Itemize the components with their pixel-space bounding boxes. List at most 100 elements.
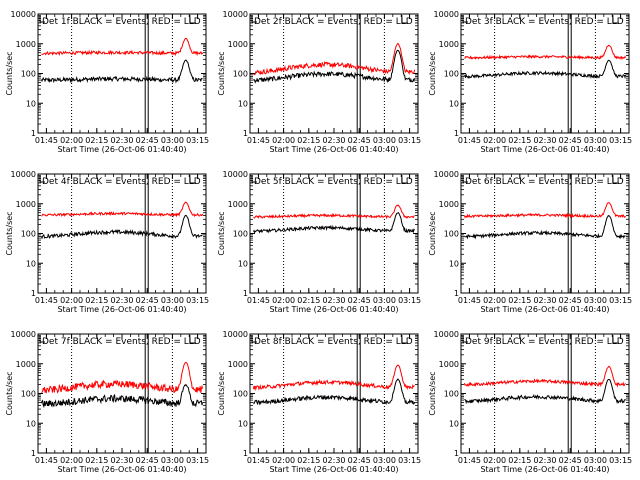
x-axis-label: Start Time (26-Oct-06 01:40:40) [57, 145, 186, 154]
x-tick-label: 02:00 [272, 136, 295, 145]
y-tick-label: 1 [243, 129, 248, 138]
y-tick-label: 10000 [11, 10, 36, 19]
chart-title: Det 7f BLACK = Events, RED = LLD [42, 337, 201, 347]
y-tick-label: 10000 [223, 170, 248, 179]
x-axis-label: Start Time (26-Oct-06 01:40:40) [480, 465, 609, 474]
chart-panel-9: Det 9f BLACK = Events, RED = LLD 1 10 100 10… [428, 330, 632, 474]
y-tick-label: 10 [26, 419, 36, 428]
start-marker [251, 16, 257, 23]
x-tick-label: 03:15 [398, 136, 421, 145]
start-marker [462, 176, 468, 183]
x-tick-label: 03:15 [398, 456, 421, 465]
y-axis-label: Counts/sec [5, 51, 14, 95]
x-tick-label: 02:00 [60, 136, 83, 145]
y-tick-label: 1 [454, 449, 459, 458]
plot-frame [249, 173, 419, 294]
flare-marker [189, 335, 196, 344]
y-tick-label: 1 [243, 449, 248, 458]
x-tick-label: 02:45 [136, 296, 159, 305]
chart-panel-7: Det 7f BLACK = Events, RED = LLD 1 10 100 10… [5, 330, 209, 474]
start-marker [462, 336, 468, 343]
start-marker [39, 176, 45, 183]
x-tick-label: 02:45 [136, 456, 159, 465]
lld-series-line [41, 37, 204, 57]
x-tick-label: 03:00 [584, 136, 607, 145]
x-tick-label: 03:15 [186, 296, 209, 305]
chart-title: Det 1f BLACK = Events, RED = LLD [42, 17, 201, 27]
y-tick-label: 100 [21, 230, 36, 239]
y-tick-label: 10000 [434, 10, 459, 19]
x-tick-label: 03:00 [373, 136, 396, 145]
x-tick-label: 03:15 [609, 136, 632, 145]
chart-panel-4: Det 4f BLACK = Events, RED = LLD 1 10 100 10… [5, 170, 209, 314]
start-marker [39, 16, 45, 23]
x-tick-label: 03:15 [609, 296, 632, 305]
lld-series-line [252, 364, 415, 392]
events-series-line [463, 59, 627, 80]
chart-title: Det 9f BLACK = Events, RED = LLD [465, 337, 624, 347]
y-tick-label: 1 [31, 449, 36, 458]
x-tick-label: 02:45 [559, 456, 582, 465]
x-tick-label: 03:15 [398, 296, 421, 305]
x-axis-label: Start Time (26-Oct-06 01:40:40) [57, 305, 186, 314]
y-tick-label: 100 [233, 390, 248, 399]
x-tick-label: 01:45 [458, 296, 481, 305]
y-tick-label: 1000 [439, 360, 459, 369]
x-tick-label: 03:00 [161, 136, 184, 145]
events-series-line [40, 214, 203, 240]
x-axis-label: Start Time (26-Oct-06 01:40:40) [269, 305, 398, 314]
flare-marker [189, 15, 196, 24]
flare-marker [612, 335, 619, 344]
y-tick-label: 1000 [16, 200, 36, 209]
x-axis-label: Start Time (26-Oct-06 01:40:40) [480, 305, 609, 314]
x-tick-label: 02:15 [85, 136, 108, 145]
events-series-line [40, 383, 204, 409]
y-tick-label: 10 [449, 99, 459, 108]
x-tick-label: 01:45 [35, 296, 58, 305]
plot-frame [249, 13, 419, 134]
y-tick-label: 10 [26, 99, 36, 108]
x-axis-label: Start Time (26-Oct-06 01:40:40) [57, 465, 186, 474]
lld-series-line [464, 44, 627, 61]
x-tick-label: 03:00 [584, 456, 607, 465]
lld-series-line [253, 204, 415, 220]
x-tick-label: 01:45 [458, 136, 481, 145]
x-tick-label: 03:00 [373, 296, 396, 305]
lld-series-line [463, 202, 627, 219]
x-tick-label: 02:15 [297, 136, 320, 145]
x-tick-label: 02:00 [272, 296, 295, 305]
events-series-line [464, 379, 626, 405]
y-tick-label: 1 [31, 129, 36, 138]
x-tick-label: 01:45 [247, 296, 270, 305]
x-tick-label: 02:00 [272, 456, 295, 465]
chart-title: Det 8f BLACK = Events, RED = LLD [254, 337, 413, 347]
flare-marker [401, 175, 408, 184]
x-tick-label: 02:30 [322, 136, 345, 145]
y-tick-label: 10 [238, 259, 248, 268]
chart-title: Det 5f BLACK = Events, RED = LLD [254, 177, 413, 187]
y-tick-label: 1000 [228, 200, 248, 209]
y-axis-label: Counts/sec [428, 211, 437, 255]
y-tick-label: 100 [444, 390, 459, 399]
y-tick-label: 100 [21, 390, 36, 399]
flare-marker [612, 175, 619, 184]
y-axis-label: Counts/sec [428, 51, 437, 95]
lld-series-line [41, 201, 204, 218]
y-tick-label: 10 [449, 259, 459, 268]
x-tick-label: 01:45 [35, 456, 58, 465]
x-tick-label: 03:00 [161, 296, 184, 305]
y-tick-label: 1000 [16, 40, 36, 49]
y-tick-label: 10000 [223, 330, 248, 339]
x-tick-label: 02:00 [483, 136, 506, 145]
y-tick-label: 10 [238, 419, 248, 428]
x-tick-label: 02:30 [533, 456, 556, 465]
x-tick-label: 02:30 [110, 456, 133, 465]
x-tick-label: 02:00 [60, 456, 83, 465]
x-tick-label: 02:30 [110, 296, 133, 305]
x-tick-label: 01:45 [247, 136, 270, 145]
chart-panel-8: Det 8f BLACK = Events, RED = LLD 1 10 100 10… [217, 330, 421, 474]
x-tick-label: 02:45 [559, 136, 582, 145]
start-marker [251, 336, 257, 343]
y-tick-label: 10000 [11, 170, 36, 179]
